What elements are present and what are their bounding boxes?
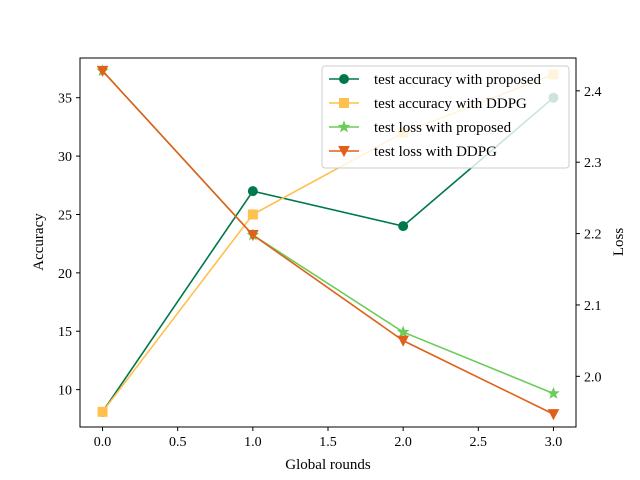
data-point	[397, 335, 409, 347]
left-y-tick-label: 10	[58, 384, 72, 399]
left-y-ticks: 10 15 20 25 30 35	[58, 92, 80, 399]
right-y-tick-label: 2.1	[584, 299, 602, 314]
data-point	[396, 325, 410, 338]
legend-label: test loss with DDPG	[374, 144, 497, 160]
left-y-tick-label: 20	[58, 267, 72, 282]
legend-item: test loss with DDPG	[329, 144, 497, 160]
right-y-tick-label: 2.4	[584, 85, 602, 100]
data-point	[547, 409, 560, 421]
legend-marker	[338, 146, 350, 158]
data-point	[398, 221, 409, 232]
right-y-tick-label: 2.0	[584, 370, 602, 385]
legend-label: test loss with proposed	[374, 120, 512, 136]
plot-frame	[79, 57, 577, 428]
data-point	[96, 65, 109, 77]
series-line	[101, 70, 554, 415]
x-tick-label: 0.5	[169, 435, 187, 450]
right-y-axis-label: Loss	[611, 228, 627, 257]
x-tick-label: 1.0	[244, 435, 262, 450]
legend-marker	[337, 120, 351, 133]
legend-box	[321, 65, 570, 169]
left-y-tick-label: 30	[58, 150, 72, 165]
right-y-tick-label: 2.2	[584, 228, 602, 243]
legend: test accuracy with proposed test accuracy…	[321, 65, 570, 169]
left-y-tick-label: 15	[58, 325, 72, 340]
x-ticks: 0.0 0.5 1.0 1.5 2.0 2.5 3.0	[94, 427, 562, 450]
right-y-tick-label: 2.3	[584, 156, 602, 171]
legend-item: test loss with proposed	[329, 120, 512, 136]
data-point	[247, 230, 259, 242]
x-tick-label: 2.0	[394, 435, 412, 450]
right-y-ticks: 2.0 2.1 2.2 2.3 2.4	[576, 85, 602, 385]
data-point	[97, 406, 108, 417]
x-tick-label: 3.0	[545, 435, 563, 450]
x-tick-label: 0.0	[94, 435, 112, 450]
legend-label: test accuracy with proposed	[374, 72, 542, 88]
legend-marker	[339, 74, 349, 84]
data-point	[547, 386, 560, 399]
left-y-tick-label: 25	[58, 208, 72, 223]
x-axis-label: Global rounds	[285, 457, 371, 473]
legend-marker	[339, 98, 349, 108]
left-y-axis-label: Accuracy	[31, 213, 47, 271]
x-tick-label: 1.5	[319, 435, 337, 450]
legend-item: test accuracy with DDPG	[329, 96, 527, 112]
legend-label: test accuracy with DDPG	[374, 96, 527, 112]
data-point	[247, 209, 258, 220]
left-y-tick-label: 35	[58, 92, 72, 107]
legend-item: test accuracy with proposed	[329, 72, 542, 88]
data-point	[247, 186, 258, 197]
x-tick-label: 2.5	[470, 435, 488, 450]
series-3	[96, 65, 560, 421]
